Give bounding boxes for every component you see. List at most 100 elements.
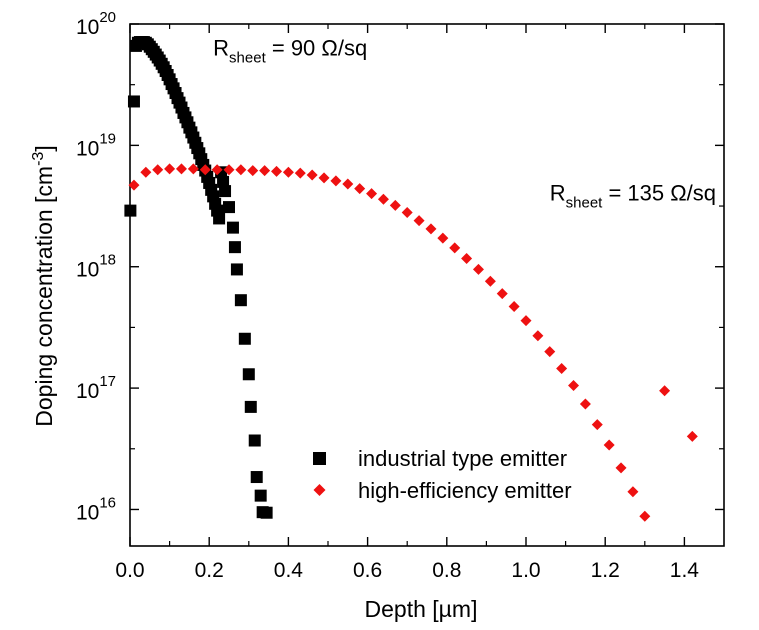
data-point-high-efficiency: [377, 193, 389, 205]
x-tick-label: 1.0: [511, 559, 540, 582]
legend-marker-industrial: [313, 452, 326, 465]
data-point-high-efficiency: [425, 223, 437, 235]
data-point-high-efficiency: [330, 175, 342, 187]
series-1: [128, 163, 698, 522]
data-point-industrial: [238, 332, 251, 345]
data-point-high-efficiency: [354, 183, 366, 195]
y-tick-exponent: 20: [99, 9, 116, 26]
data-point-high-efficiency: [413, 215, 425, 227]
x-tick-label: 0.2: [195, 559, 224, 582]
plot-area: [129, 23, 725, 547]
annotation-value: = 135 Ω/sq: [602, 181, 716, 206]
data-point-industrial: [244, 400, 257, 413]
data-point-high-efficiency: [496, 288, 508, 300]
y-tick-base: 10: [76, 259, 99, 282]
data-point-high-efficiency: [235, 164, 247, 176]
legend: industrial type emitter high-efficiency …: [313, 446, 572, 503]
data-point-high-efficiency: [318, 172, 330, 184]
data-point-high-efficiency: [342, 178, 354, 190]
data-point-industrial: [254, 489, 267, 502]
data-point-high-efficiency: [247, 165, 259, 177]
series-layer: [124, 36, 698, 522]
data-point-high-efficiency: [294, 167, 306, 179]
annotation-value: = 90 Ω/sq: [266, 36, 367, 61]
y-tick-exponent: 18: [99, 252, 116, 269]
data-point-high-efficiency: [556, 363, 568, 375]
data-point-high-efficiency: [366, 188, 378, 200]
y-tick-base: 10: [76, 137, 99, 160]
data-point-high-efficiency: [306, 169, 318, 181]
data-point-industrial: [127, 95, 140, 108]
y-tick-label: 1018: [76, 252, 116, 282]
annotation-subscript: sheet: [229, 50, 267, 67]
data-point-high-efficiency: [579, 398, 591, 410]
data-point-high-efficiency: [449, 242, 461, 254]
data-point-high-efficiency: [532, 330, 544, 342]
y-axis-title: Doping concentration [cm-3]: [30, 145, 57, 426]
data-point-high-efficiency: [615, 462, 627, 474]
y-tick-label: 1016: [76, 494, 116, 524]
data-point-industrial: [248, 434, 261, 447]
data-point-high-efficiency: [437, 232, 449, 244]
data-point-high-efficiency: [211, 164, 223, 176]
data-point-high-efficiency: [271, 165, 283, 177]
y-axis-title-end: ]: [31, 145, 57, 151]
data-point-industrial: [228, 241, 241, 254]
x-tick-label: 0.4: [274, 559, 304, 582]
data-point-high-efficiency: [389, 199, 401, 211]
data-point-high-efficiency: [152, 164, 164, 176]
data-point-high-efficiency: [282, 166, 294, 178]
data-point-high-efficiency: [659, 385, 671, 397]
y-tick-label: 1020: [76, 9, 116, 39]
sheet-resistance-label: Rsheet = 90 Ω/sq: [213, 36, 367, 67]
data-point-industrial: [260, 506, 273, 519]
y-axis-title-sup: -3: [30, 152, 47, 166]
y-tick-exponent: 16: [99, 494, 116, 511]
data-point-high-efficiency: [461, 252, 473, 264]
data-point-high-efficiency: [187, 163, 199, 175]
data-point-industrial: [230, 263, 243, 276]
data-point-high-efficiency: [544, 346, 556, 358]
data-point-industrial: [213, 212, 226, 225]
data-point-industrial: [124, 204, 137, 217]
data-point-high-efficiency: [140, 166, 152, 178]
y-tick-exponent: 19: [99, 130, 116, 147]
data-point-industrial: [234, 294, 247, 307]
data-point-high-efficiency: [591, 419, 603, 431]
data-point-high-efficiency: [603, 439, 615, 451]
data-point-high-efficiency: [508, 301, 520, 313]
data-point-high-efficiency: [472, 263, 484, 275]
data-point-high-efficiency: [164, 163, 176, 175]
y-tick-base: 10: [76, 380, 99, 403]
data-point-industrial: [223, 201, 235, 214]
data-point-high-efficiency: [259, 165, 271, 177]
data-point-high-efficiency: [520, 315, 532, 327]
data-point-industrial: [242, 368, 255, 381]
x-tick-label: 0.0: [115, 559, 144, 582]
x-tick-label: 0.8: [432, 559, 461, 582]
y-tick-base: 10: [76, 16, 99, 39]
data-point-high-efficiency: [639, 510, 651, 522]
data-point-high-efficiency: [568, 380, 580, 392]
annotation-subscript: sheet: [566, 195, 604, 212]
x-tick-label: 0.6: [353, 559, 382, 582]
legend-label-high-efficiency: high-efficiency emitter: [358, 478, 572, 503]
y-tick-base: 10: [76, 501, 99, 524]
y-axis-title-main: Doping concentration [cm: [31, 166, 57, 427]
data-point-industrial: [226, 221, 239, 234]
data-point-industrial: [219, 185, 232, 198]
annotation-main: R: [213, 36, 229, 61]
x-tick-label: 1.4: [670, 559, 700, 582]
data-point-high-efficiency: [686, 430, 698, 442]
data-point-industrial: [217, 175, 230, 188]
x-axis-title: Depth [µm]: [365, 596, 478, 622]
legend-marker-high-efficiency: [313, 484, 326, 496]
data-point-high-efficiency: [627, 486, 639, 498]
legend-label-industrial: industrial type emitter: [358, 446, 567, 471]
data-point-high-efficiency: [484, 275, 496, 287]
x-tick-label: 1.2: [591, 559, 620, 582]
x-axis: 0.0 0.2 0.4 0.6 0.8 1.0 1.2 1.4: [115, 24, 699, 582]
